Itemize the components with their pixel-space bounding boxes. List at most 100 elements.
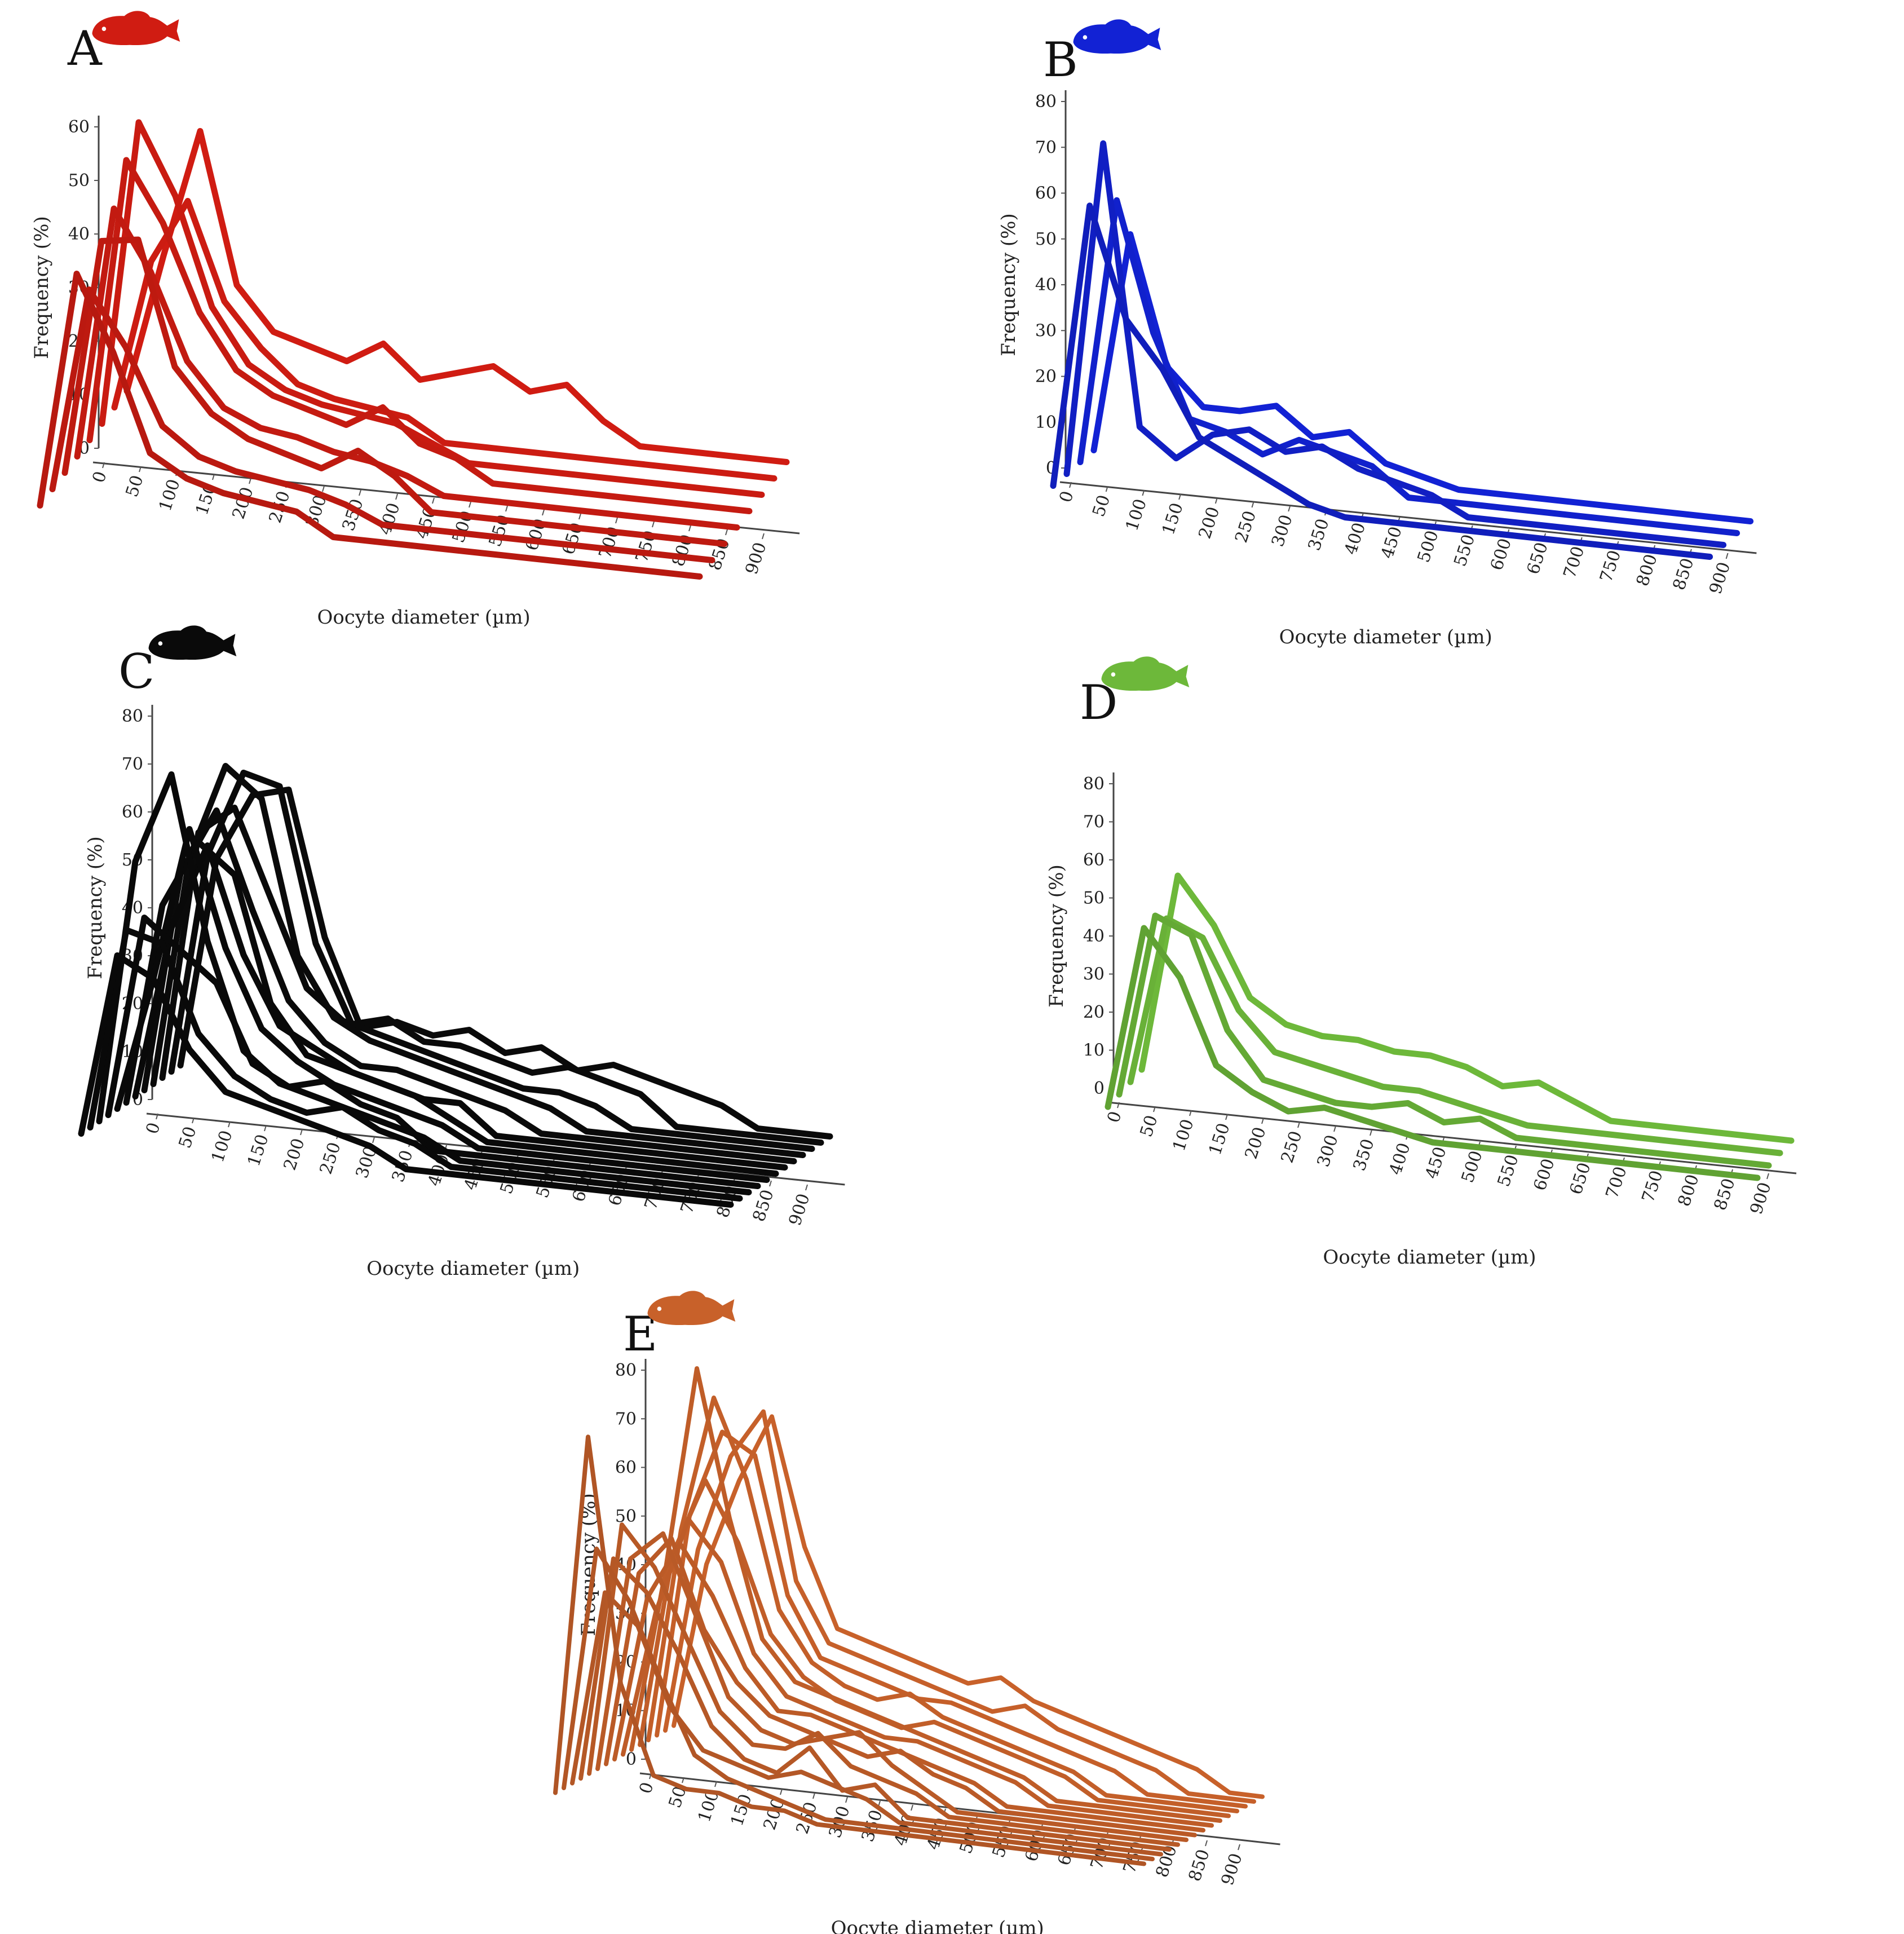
y-tick-label: 60 [615,1458,637,1478]
series-line-10 [629,1366,1222,1823]
x-tick-mark [156,1113,158,1120]
x-tick-label: 800 [1633,552,1662,589]
x-tick-label: 850 [1669,556,1698,593]
x-tick-label: 500 [1458,1149,1487,1185]
x-tick-label: 250 [316,1140,345,1177]
series-line-6 [123,839,779,1177]
x-tick-mark [1225,1114,1228,1120]
x-tick-label: 850 [1185,1847,1214,1884]
x-tick-label: 850 [749,1187,778,1224]
x-tick-mark [1189,1110,1192,1116]
y-tick-label: 50 [615,1507,637,1526]
x-tick-mark [725,529,728,536]
y-tick-label: 40 [1035,275,1057,295]
series-line-3 [570,1590,1163,1857]
y-axis-title: Frequency (%) [997,213,1020,356]
series-line-4 [1138,872,1795,1144]
x-tick-label: 750 [1596,548,1625,585]
fish-icon-body [1073,19,1161,54]
series-line-10 [159,805,815,1152]
series-line-1 [78,952,734,1208]
x-tick-mark [1251,501,1254,508]
x-tick-label: 0 [635,1780,657,1796]
y-tick-label: 20 [1083,1003,1105,1022]
x-tick-mark [1214,497,1218,504]
series-line-15 [672,1414,1265,1799]
fish-icon [92,11,180,46]
series-line-5 [86,157,753,514]
series-line-12 [646,1396,1239,1813]
x-tick-mark [264,1125,267,1132]
fish-icon [1101,656,1190,691]
x-tick-mark [911,1804,913,1811]
series-line-2 [1063,140,1727,548]
series-line-9 [150,763,806,1158]
series-line-4 [74,205,740,531]
x-tick-label: 400 [1341,520,1370,557]
y-tick-label: 80 [1083,774,1105,794]
series-line-2 [49,286,715,563]
x-tick-mark [505,505,508,512]
x-tick-mark [228,1121,231,1128]
x-tick-label: 900 [1706,560,1734,597]
x-tick-mark [322,485,325,492]
x-tick-mark [1117,1102,1120,1109]
x-tick-label: 900 [1747,1180,1775,1217]
x-tick-label: 400 [1386,1141,1415,1177]
x-tick-label: 700 [1560,544,1588,581]
series-line-7 [132,842,788,1171]
x-tick-label: 900 [1218,1851,1247,1888]
series-line-2 [562,1546,1155,1861]
x-tick-label: 700 [1602,1164,1631,1201]
x-tick-label: 300 [1314,1133,1342,1169]
y-tick-label: 40 [1083,926,1105,946]
x-tick-mark [372,1137,375,1143]
fish-icon-body [148,625,237,660]
fish-icon-body [92,11,180,46]
x-tick-label: 350 [1305,516,1333,553]
y-tick-label: 50 [1035,229,1057,249]
y-axis-title: Frequency (%) [30,216,53,359]
x-tick-mark [1297,1121,1300,1128]
y-tick-label: 30 [1083,965,1105,984]
x-tick-mark [615,517,618,524]
x-tick-label: 300 [1268,513,1297,549]
y-tick-label: 80 [615,1361,637,1380]
x-tick-mark [1333,1125,1336,1132]
x-tick-mark [780,1789,783,1795]
x-tick-label: 50 [1089,493,1114,519]
fish-icon-eye [1111,672,1116,677]
series-line-3 [96,771,752,1195]
series-line-6 [99,119,765,498]
y-axis-title: Frequency (%) [84,836,107,979]
x-tick-mark [212,474,215,480]
y-tick-label: 0 [1094,1079,1105,1098]
x-tick-label: 450 [1377,524,1406,561]
x-tick-mark [714,1781,717,1787]
y-tick-label: 60 [122,802,143,822]
y-tick-label: 50 [68,171,90,191]
x-tick-mark [682,1777,684,1783]
series-line-8 [141,807,797,1164]
x-tick-mark [1069,482,1072,488]
x-tick-label: 850 [1711,1176,1739,1213]
y-tick-label: 30 [1035,321,1057,341]
series-line-2 [1116,912,1772,1169]
y-tick-label: 0 [626,1750,637,1769]
x-tick-mark [1153,1106,1156,1112]
x-tick-label: 150 [244,1132,273,1169]
x-tick-label: 250 [1231,509,1260,545]
x-tick-label: 100 [208,1128,237,1165]
x-axis-title: Oocyte diameter (µm) [317,606,530,629]
x-tick-mark [652,521,655,528]
x-tick-label: 750 [1638,1168,1667,1205]
series-line-9 [621,1517,1214,1828]
x-tick-mark [688,525,691,532]
x-tick-label: 0 [142,1120,164,1137]
series-line-5 [587,1522,1180,1847]
x-tick-mark [102,462,105,469]
